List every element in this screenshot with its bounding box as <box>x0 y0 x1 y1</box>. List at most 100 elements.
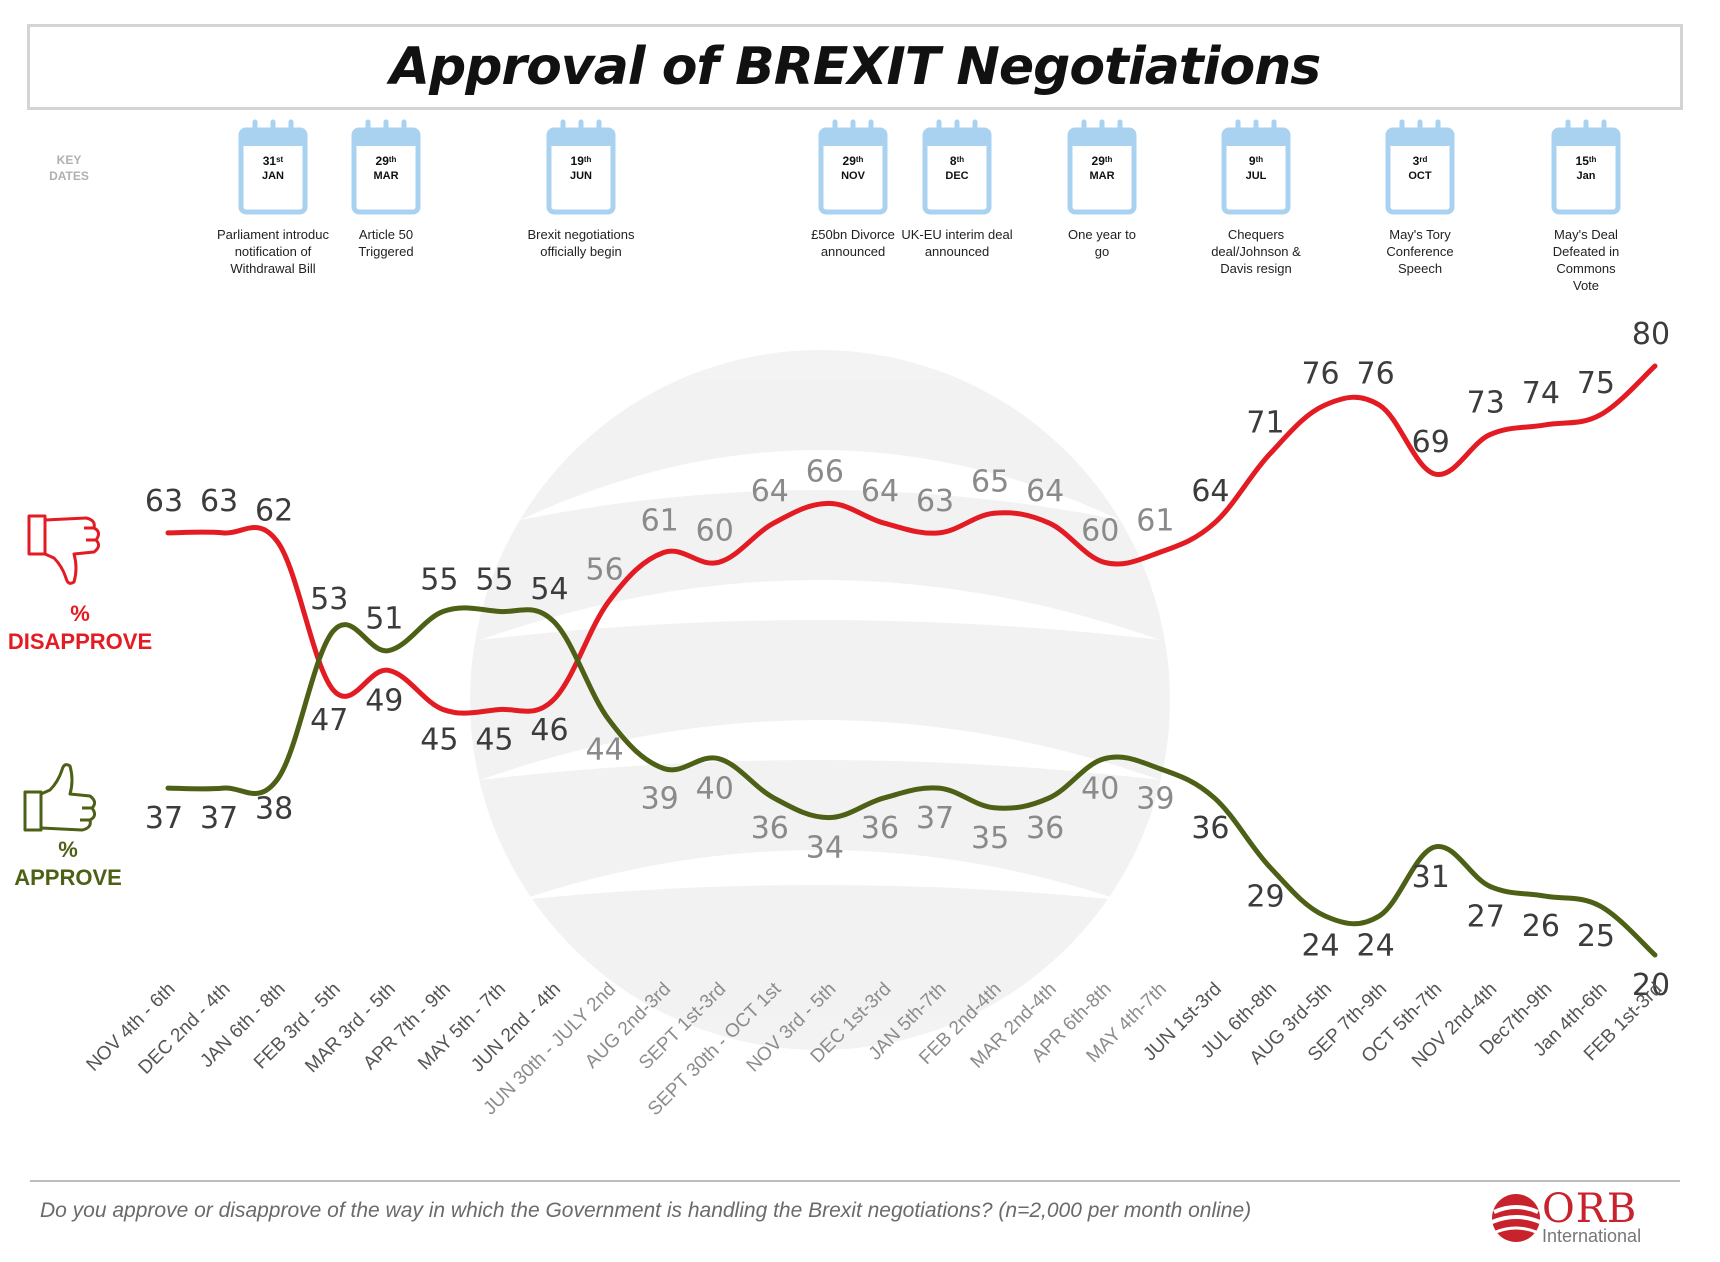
event-description: May's Deal Defeated in Commons Vote <box>1506 226 1666 294</box>
approve-data-label: 34 <box>806 831 844 866</box>
calendar-month: DEC <box>945 170 969 182</box>
disapprove-data-label: 74 <box>1522 376 1560 411</box>
event-description-line: Withdrawal Bill <box>230 261 316 276</box>
event-description: Brexit negotiations officially begin <box>501 226 661 260</box>
calendar-month: JUN <box>569 170 592 182</box>
data-labels: 63 63 62 47 49 45 45 46 56 61 60 64 66 64 63 65 64 60 61 64… <box>145 317 1670 1003</box>
calendar-day: 19th <box>570 154 592 168</box>
event-description: May's Tory Conference Speech <box>1340 226 1500 277</box>
disapprove-data-label: 73 <box>1467 386 1505 421</box>
calendar-icon: 29th MAR <box>351 118 421 216</box>
disapprove-data-label: 60 <box>1081 513 1119 548</box>
disapprove-data-label: 46 <box>530 713 568 748</box>
globe-watermark <box>470 350 1170 1050</box>
event-description-line: officially begin <box>540 244 622 259</box>
chart-title: Approval of BREXIT Negotiations <box>389 37 1322 97</box>
event-description-line: £50bn Divorce <box>811 227 895 242</box>
disapprove-series-line <box>165 363 1658 716</box>
calendar-month: MAR <box>373 170 399 182</box>
event-description-line: go <box>1094 244 1110 259</box>
event-description-line: Conference <box>1386 244 1454 259</box>
event-description-line: May's Deal <box>1554 227 1618 242</box>
disapprove-data-label: 64 <box>861 474 899 509</box>
event-description-line: announced <box>924 244 990 259</box>
approve-data-label: 54 <box>530 572 568 607</box>
calendar-icon: 3rd OCT <box>1385 118 1455 216</box>
calendar-icon: 29th MAR <box>1067 118 1137 216</box>
key-dates-label: KEY DATES <box>40 152 98 184</box>
approve-data-label: 35 <box>971 821 1009 856</box>
disapprove-data-label: 65 <box>971 464 1009 499</box>
calendar-icon: 15th Jan <box>1551 118 1621 216</box>
series-lines <box>165 363 1658 958</box>
calendar-month: JUL <box>1245 170 1267 182</box>
calendar-day: 15th <box>1575 154 1597 168</box>
legend-disapprove-text: DISAPPROVE <box>7 629 153 654</box>
disapprove-data-label: 75 <box>1577 366 1615 401</box>
approve-data-label: 25 <box>1577 919 1615 954</box>
event-description: Parliament introduc notification of Withdr… <box>193 226 353 277</box>
approve-data-label: 36 <box>751 811 789 846</box>
approve-data-label: 40 <box>1081 772 1119 807</box>
calendar-month: OCT <box>1408 170 1432 182</box>
disapprove-data-label: 64 <box>1191 474 1229 509</box>
approve-data-label: 37 <box>916 801 954 836</box>
calendar-day: 31st <box>262 154 284 168</box>
disapprove-data-label: 64 <box>1026 474 1064 509</box>
calendar-day: 29th <box>375 154 397 168</box>
disapprove-data-label: 69 <box>1412 425 1450 460</box>
legend-disapprove: % DISAPPROVE <box>0 600 160 656</box>
approve-data-label: 55 <box>420 562 458 597</box>
event-description-line: UK-EU interim deal <box>901 227 1013 242</box>
event-description-line: Commons <box>1556 261 1616 276</box>
approve-data-label: 38 <box>255 791 293 826</box>
calendar-month: MAR <box>1089 170 1115 182</box>
approve-data-label: 24 <box>1357 929 1395 964</box>
event-description: UK-EU interim deal announced <box>877 226 1037 260</box>
approve-data-label: 36 <box>861 811 899 846</box>
approve-data-label: 36 <box>1191 811 1229 846</box>
approve-data-label: 29 <box>1246 880 1284 915</box>
calendar-day: 8th <box>949 154 965 168</box>
key-date-event: 8th DEC UK-EU interim deal announced <box>877 118 1037 260</box>
disapprove-data-label: 62 <box>255 494 293 529</box>
legend-approve: % APPROVE <box>0 836 136 892</box>
calendar-day: 29th <box>842 154 864 168</box>
approve-data-label: 51 <box>365 602 403 637</box>
disapprove-data-label: 47 <box>310 703 348 738</box>
key-date-event: 31st JAN Parliament introduc notification… <box>193 118 353 277</box>
event-description-line: Chequers <box>1227 227 1285 242</box>
legend-approve-text: APPROVE <box>14 865 122 890</box>
event-description: £50bn Divorce announced <box>773 226 933 260</box>
calendar-month: NOV <box>841 170 865 182</box>
disapprove-data-label: 64 <box>751 474 789 509</box>
key-date-event: 29th MAR Article 50 Triggered <box>306 118 466 260</box>
disapprove-data-label: 71 <box>1246 405 1284 440</box>
event-description-line: notification of <box>234 244 312 259</box>
disapprove-data-label: 63 <box>916 484 954 519</box>
event-description-line: May's Tory <box>1389 227 1451 242</box>
thumbs-down-icon <box>27 514 101 585</box>
approve-data-label: 20 <box>1632 968 1670 1003</box>
logo-subtitle: International <box>1542 1226 1642 1246</box>
disapprove-data-label: 49 <box>365 683 403 718</box>
disapprove-data-label: 76 <box>1357 356 1395 391</box>
event-description-line: Triggered <box>358 244 414 259</box>
event-description: Chequers deal/Johnson & Davis resign <box>1176 226 1336 277</box>
calendar-month: JAN <box>261 170 284 182</box>
key-date-event: 3rd OCT May's Tory Conference Speech <box>1340 118 1500 277</box>
calendar-icon: 19th JUN <box>546 118 616 216</box>
legend-approve-pct: % <box>58 837 78 862</box>
orb-logo: ORB International <box>1488 1186 1660 1248</box>
key-date-event: 29th NOV £50bn Divorce announced <box>773 118 933 260</box>
approve-data-label: 44 <box>585 732 623 767</box>
disapprove-data-label: 45 <box>420 723 458 758</box>
disapprove-data-label: 63 <box>145 484 183 519</box>
approve-data-label: 55 <box>475 562 513 597</box>
disapprove-data-label: 66 <box>806 454 844 489</box>
approve-data-label: 31 <box>1412 860 1450 895</box>
approve-data-label: 40 <box>696 772 734 807</box>
key-date-event: 19th JUN Brexit negotiations officially b… <box>501 118 661 260</box>
thumbs-up-icon <box>23 763 97 832</box>
calendar-day: 3rd <box>1412 154 1428 168</box>
